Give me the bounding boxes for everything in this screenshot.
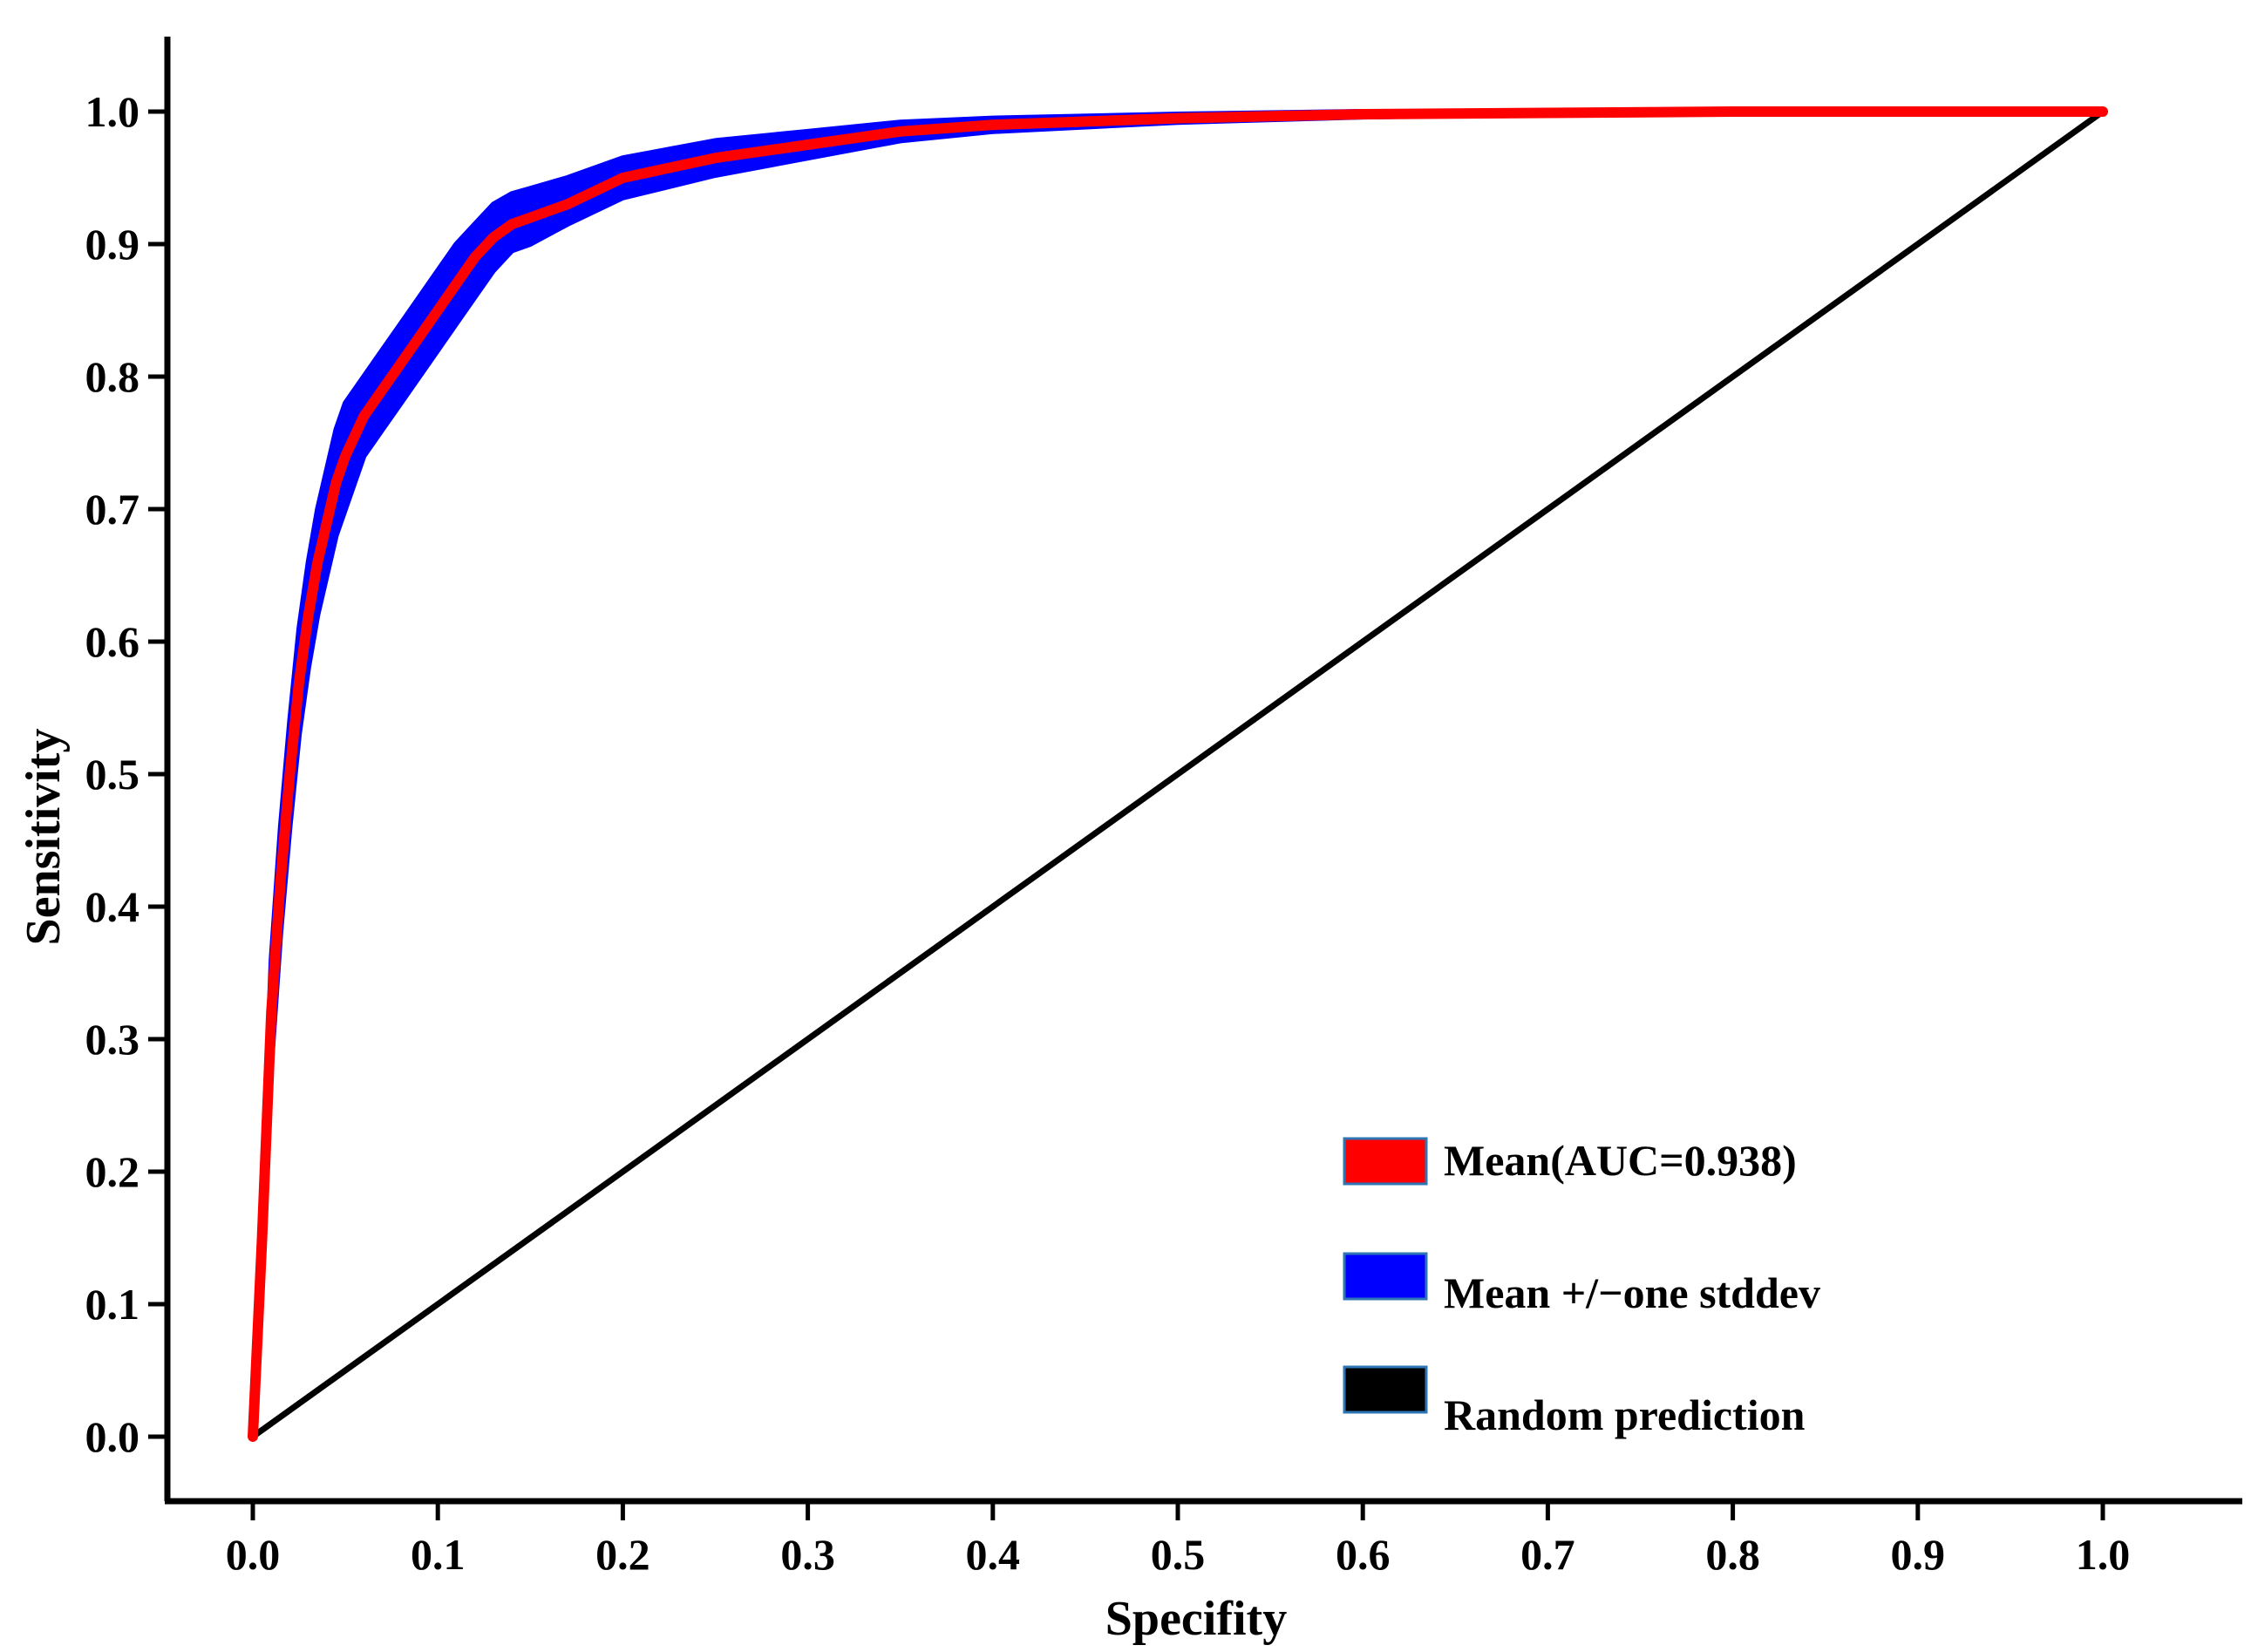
x-tick-label: 0.0 (226, 1530, 281, 1579)
x-tick-label: 0.5 (1151, 1530, 1206, 1579)
legend-mean-swatch (1343, 1137, 1428, 1186)
series-mean-line (248, 106, 2108, 1442)
y-tick-label: 0.0 (85, 1412, 140, 1461)
y-tick-label: 0.1 (85, 1280, 140, 1329)
x-tick-label: 0.3 (780, 1530, 835, 1579)
legend: Mean(AUC=0.938) Mean +/−one stddev Random … (1343, 1136, 1820, 1439)
axes (148, 37, 2242, 1520)
y-tick-label: 0.6 (85, 617, 140, 666)
tick-labels: 0.0 0.1 0.2 0.3 0.4 0.5 0.6 0.7 0.8 0.9 1.0 0.0 0.1 0… (85, 87, 2131, 1579)
legend-stddev-swatch (1343, 1252, 1428, 1301)
legend-stddev-label: Mean +/−one stddev (1444, 1268, 1820, 1317)
legend-random-swatch (1343, 1365, 1428, 1414)
x-tick-label: 0.7 (1520, 1530, 1575, 1579)
x-tick-label: 1.0 (2076, 1530, 2131, 1579)
y-tick-label: 0.9 (85, 220, 140, 269)
x-tick-label: 0.4 (966, 1530, 1021, 1579)
y-tick-label: 0.7 (85, 485, 140, 534)
x-tick-label: 0.8 (1705, 1530, 1760, 1579)
y-tick-label: 0.3 (85, 1015, 140, 1064)
series-random-line (249, 108, 2106, 1440)
y-axis-title: Sensitivity (17, 729, 71, 946)
y-tick-label: 0.5 (85, 750, 140, 799)
y-tick-label: 0.4 (85, 882, 140, 931)
y-tick-label: 0.8 (85, 352, 140, 401)
x-tick-label: 0.2 (595, 1530, 650, 1579)
y-tick-label: 0.2 (85, 1147, 140, 1196)
x-axis-title: Specifity (1105, 1592, 1287, 1646)
legend-random-label: Random prediction (1444, 1390, 1806, 1439)
legend-mean-label: Mean(AUC=0.938) (1444, 1136, 1797, 1185)
x-tick-label: 0.1 (411, 1530, 466, 1579)
x-tick-label: 0.9 (1891, 1530, 1946, 1579)
plot-area (248, 106, 2108, 1442)
x-tick-label: 0.6 (1336, 1530, 1391, 1579)
y-tick-label: 1.0 (85, 87, 140, 136)
